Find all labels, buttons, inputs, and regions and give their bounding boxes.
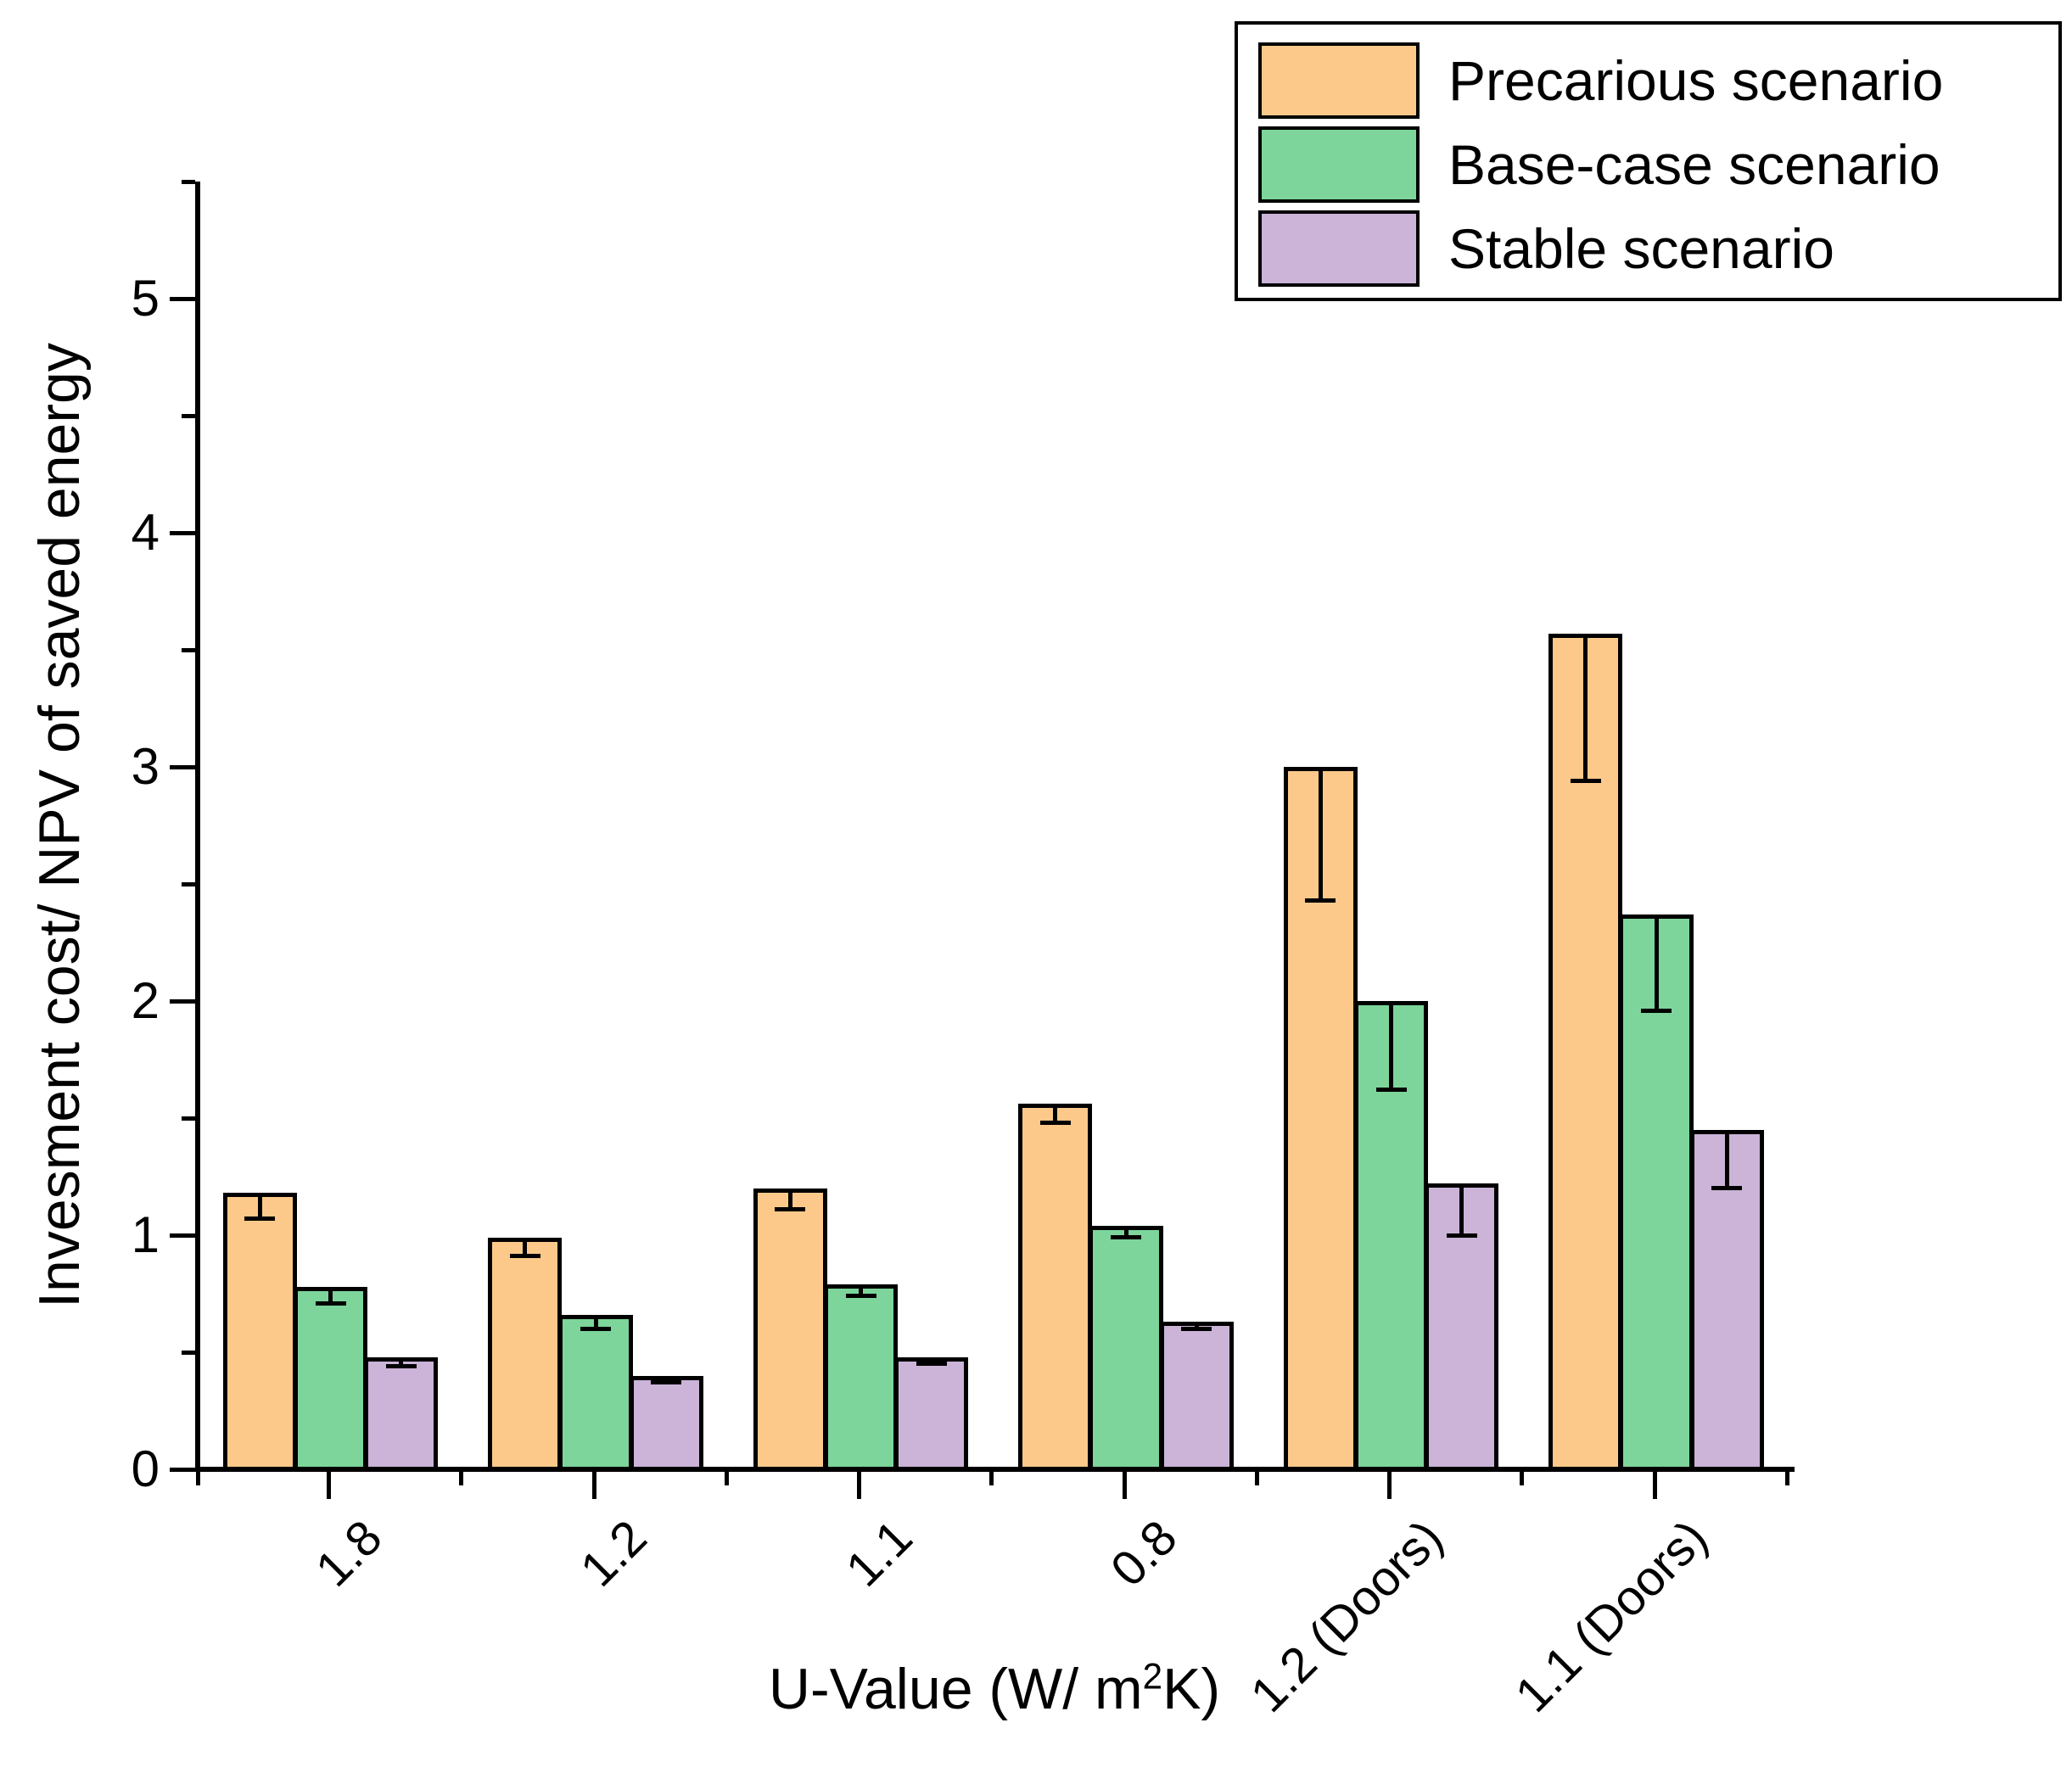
error-bar-cap	[1111, 1235, 1141, 1240]
legend-swatch-stable	[1258, 210, 1420, 287]
x-axis-tick-label: 1.2	[569, 1509, 658, 1597]
y-axis-minor-tick	[182, 1116, 195, 1121]
legend-item-precarious: Precarious scenario	[1258, 40, 1943, 121]
error-bar-cap	[651, 1380, 682, 1385]
y-axis-major-tick	[170, 1233, 195, 1238]
x-axis-major-tick	[1652, 1472, 1657, 1499]
error-bar-line	[787, 1192, 792, 1212]
y-axis-tick-label: 0	[131, 1440, 160, 1497]
error-bar-line	[1318, 771, 1323, 903]
bar-precarious-scenario	[488, 1237, 563, 1471]
error-bar-line	[328, 1290, 333, 1306]
error-bar-cap	[845, 1294, 876, 1299]
x-axis-major-tick	[857, 1472, 861, 1499]
y-axis-major-tick	[170, 1467, 195, 1472]
error-bar-line	[1123, 1229, 1128, 1240]
x-axis-tick-label: 1.1 (Doors)	[1504, 1509, 1718, 1723]
x-axis-major-tick	[591, 1472, 596, 1499]
error-bar-cap	[1181, 1326, 1212, 1331]
bar-base-case-scenario	[558, 1314, 633, 1471]
y-axis-major-tick	[170, 530, 195, 535]
x-axis-major-tick	[1387, 1472, 1392, 1499]
error-bar-cap	[916, 1362, 947, 1367]
bar-base-case-scenario	[1089, 1225, 1163, 1471]
y-axis-tick-label: 4	[131, 504, 160, 561]
x-axis-major-tick	[327, 1472, 331, 1499]
x-axis-tick-label: 0.8	[1100, 1509, 1188, 1597]
bar-precarious-scenario	[222, 1193, 297, 1471]
error-bar-cap	[509, 1254, 540, 1259]
x-axis-minor-tick	[724, 1472, 729, 1485]
error-bar-line	[1389, 1005, 1393, 1093]
bar-stable-scenario	[629, 1375, 703, 1471]
legend-swatch-base-case	[1258, 126, 1420, 203]
error-bar-line	[523, 1241, 528, 1259]
y-axis-minor-tick	[182, 179, 195, 184]
legend-item-base-case: Base-case scenario	[1258, 124, 1940, 205]
x-axis-title-prefix: U-Value (W/ m	[768, 1657, 1143, 1721]
error-bar-cap	[1570, 779, 1601, 784]
x-axis-minor-tick	[459, 1472, 464, 1485]
y-axis-major-tick	[170, 296, 195, 301]
y-axis-line	[195, 182, 200, 1472]
x-axis-title-superscript: 2	[1142, 1656, 1163, 1697]
error-bar-line	[1724, 1133, 1729, 1191]
error-bar-line	[593, 1318, 598, 1331]
y-axis-major-tick	[170, 998, 195, 1004]
x-axis-minor-tick	[195, 1472, 200, 1485]
bar-precarious-scenario	[753, 1188, 827, 1471]
x-axis-line	[195, 1467, 1795, 1472]
x-axis-tick-label: 1.2 (Doors)	[1240, 1509, 1453, 1723]
y-axis-minor-tick	[182, 881, 195, 886]
y-axis-tick-label: 2	[131, 972, 160, 1029]
x-axis-tick-label: 1.1	[835, 1509, 923, 1597]
x-axis-tick-label: 1.8	[305, 1509, 393, 1597]
error-bar-line	[1459, 1188, 1464, 1238]
error-bar-cap	[1711, 1186, 1743, 1191]
x-axis-minor-tick	[989, 1472, 994, 1485]
error-bar-cap	[580, 1326, 611, 1331]
error-bar-cap	[1446, 1233, 1477, 1238]
legend-label-precarious: Precarious scenario	[1448, 49, 1944, 112]
y-axis-major-tick	[170, 764, 195, 769]
x-axis-minor-tick	[1784, 1472, 1789, 1485]
error-bar-line	[1053, 1108, 1058, 1126]
legend-swatch-precarious	[1258, 42, 1420, 119]
y-axis-tick-label: 3	[131, 738, 160, 795]
x-axis-minor-tick	[1254, 1472, 1259, 1485]
bar-stable-scenario	[1159, 1322, 1234, 1471]
error-bar-line	[257, 1197, 262, 1222]
error-bar-line	[859, 1288, 863, 1299]
error-bar-line	[1654, 918, 1659, 1013]
bar-precarious-scenario	[1018, 1104, 1093, 1471]
bar-stable-scenario	[364, 1356, 439, 1471]
error-bar-cap	[385, 1364, 417, 1369]
legend-label-stable: Stable scenario	[1448, 217, 1834, 280]
y-axis-title: Invesment cost/ NPV of saved energy	[27, 343, 92, 1308]
error-bar-cap	[244, 1216, 276, 1222]
bar-base-case-scenario	[823, 1284, 899, 1471]
error-bar-cap	[1641, 1008, 1672, 1013]
error-bar-cap	[775, 1207, 806, 1212]
y-axis-minor-tick	[182, 647, 195, 652]
bar-stable-scenario	[894, 1356, 969, 1471]
legend-item-stable: Stable scenario	[1258, 208, 1834, 289]
x-axis-title: U-Value (W/ m2K)	[769, 1656, 1220, 1722]
x-axis-major-tick	[1122, 1472, 1127, 1499]
x-axis-title-suffix: K)	[1162, 1657, 1221, 1721]
legend: Precarious scenario Base-case scenario S…	[1235, 21, 2062, 301]
error-bar-line	[1583, 637, 1588, 784]
error-bar-cap	[1375, 1088, 1407, 1093]
y-axis-tick-label: 5	[131, 270, 160, 327]
y-axis-minor-tick	[182, 1350, 195, 1355]
error-bar-cap	[1305, 898, 1336, 903]
error-bar-cap	[315, 1300, 346, 1306]
y-axis-tick-label: 1	[131, 1206, 160, 1263]
bar-base-case-scenario	[293, 1286, 368, 1471]
y-axis-minor-tick	[182, 413, 195, 418]
legend-label-base-case: Base-case scenario	[1448, 133, 1940, 196]
error-bar-cap	[1039, 1121, 1071, 1126]
x-axis-minor-tick	[1520, 1472, 1525, 1485]
